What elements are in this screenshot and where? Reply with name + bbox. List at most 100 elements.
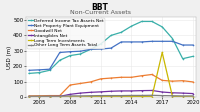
Deferred Income Tax Assets Net xyxy=(161,26,163,28)
Other Long Term Assets Total xyxy=(89,95,92,96)
Deferred Income Tax Assets Net xyxy=(120,32,122,33)
Deferred Income Tax Assets Net xyxy=(192,56,194,57)
Deferred Income Tax Assets Net xyxy=(100,43,102,45)
Deferred Income Tax Assets Net xyxy=(141,21,143,22)
Net Property Plant Equipment xyxy=(120,41,122,43)
Net Property Plant Equipment xyxy=(171,41,174,42)
Deferred Income Tax Assets Net xyxy=(79,53,81,55)
Line: Intangibles Net: Intangibles Net xyxy=(28,90,194,98)
Net Property Plant Equipment xyxy=(141,41,143,43)
Other Long Term Assets Total xyxy=(181,95,184,97)
Line: Long Term Investments: Long Term Investments xyxy=(28,52,194,98)
Intangibles Net xyxy=(48,96,51,97)
Goodwill Net xyxy=(100,78,102,80)
Goodwill Net xyxy=(181,80,184,81)
Intangibles Net xyxy=(89,92,92,93)
Intangibles Net xyxy=(181,92,184,94)
Goodwill Net xyxy=(110,77,112,79)
Net Property Plant Equipment xyxy=(161,41,163,42)
Text: Non-Current Assets: Non-Current Assets xyxy=(70,10,130,15)
Deferred Income Tax Assets Net xyxy=(59,60,61,61)
Net Property Plant Equipment xyxy=(28,70,30,71)
Other Long Term Assets Total xyxy=(110,95,112,96)
Intangibles Net xyxy=(192,93,194,94)
Net Property Plant Equipment xyxy=(79,51,81,52)
Other Long Term Assets Total xyxy=(161,95,163,96)
Other Long Term Assets Total xyxy=(100,95,102,96)
Deferred Income Tax Assets Net xyxy=(69,55,71,56)
Net Property Plant Equipment xyxy=(69,51,71,52)
Intangibles Net xyxy=(100,91,102,93)
Intangibles Net xyxy=(28,96,30,97)
Net Property Plant Equipment xyxy=(181,44,184,46)
Intangibles Net xyxy=(79,92,81,94)
Long Term Investments xyxy=(141,96,143,97)
Other Long Term Assets Total xyxy=(69,95,71,97)
Line: Net Property Plant Equipment: Net Property Plant Equipment xyxy=(28,40,194,71)
Other Long Term Assets Total xyxy=(192,95,194,97)
Intangibles Net xyxy=(38,96,41,97)
Other Long Term Assets Total xyxy=(48,96,51,97)
Intangibles Net xyxy=(120,90,122,92)
Other Long Term Assets Total xyxy=(130,95,133,96)
Net Property Plant Equipment xyxy=(192,44,194,46)
Intangibles Net xyxy=(69,94,71,95)
Goodwill Net xyxy=(130,77,133,78)
Long Term Investments xyxy=(69,96,71,97)
Deferred Income Tax Assets Net xyxy=(130,25,133,27)
Line: Deferred Income Tax Assets Net: Deferred Income Tax Assets Net xyxy=(28,21,194,74)
Long Term Investments xyxy=(192,96,194,97)
Line: Goodwill Net: Goodwill Net xyxy=(28,74,194,97)
Other Long Term Assets Total xyxy=(141,95,143,96)
Intangibles Net xyxy=(161,91,163,93)
Long Term Investments xyxy=(151,96,153,97)
Long Term Investments xyxy=(59,96,61,98)
Net Property Plant Equipment xyxy=(151,41,153,42)
Long Term Investments xyxy=(120,96,122,97)
Long Term Investments xyxy=(130,96,133,97)
Long Term Investments xyxy=(181,96,184,97)
Goodwill Net xyxy=(120,77,122,78)
Goodwill Net xyxy=(38,95,41,96)
Goodwill Net xyxy=(161,80,163,81)
Net Property Plant Equipment xyxy=(100,48,102,50)
Long Term Investments xyxy=(89,96,92,97)
Other Long Term Assets Total xyxy=(171,95,174,96)
Net Property Plant Equipment xyxy=(130,41,133,43)
Goodwill Net xyxy=(89,81,92,83)
Deferred Income Tax Assets Net xyxy=(89,49,92,50)
Deferred Income Tax Assets Net xyxy=(181,58,184,59)
Goodwill Net xyxy=(48,95,51,96)
Long Term Investments xyxy=(79,96,81,97)
Long Term Investments xyxy=(48,96,51,98)
Net Property Plant Equipment xyxy=(48,69,51,70)
Goodwill Net xyxy=(192,81,194,83)
Goodwill Net xyxy=(79,83,81,84)
Goodwill Net xyxy=(28,95,30,97)
Goodwill Net xyxy=(151,74,153,75)
Net Property Plant Equipment xyxy=(110,47,112,49)
Long Term Investments xyxy=(171,96,174,97)
Intangibles Net xyxy=(130,90,133,92)
Deferred Income Tax Assets Net xyxy=(110,35,112,36)
Goodwill Net xyxy=(171,81,174,82)
Net Property Plant Equipment xyxy=(38,69,41,71)
Net Property Plant Equipment xyxy=(59,52,61,53)
Goodwill Net xyxy=(59,95,61,96)
Goodwill Net xyxy=(69,84,71,86)
Deferred Income Tax Assets Net xyxy=(38,72,41,73)
Other Long Term Assets Total xyxy=(120,95,122,96)
Intangibles Net xyxy=(110,91,112,92)
Deferred Income Tax Assets Net xyxy=(171,38,174,39)
Deferred Income Tax Assets Net xyxy=(28,73,30,74)
Y-axis label: USD (m): USD (m) xyxy=(7,45,12,69)
Deferred Income Tax Assets Net xyxy=(151,21,153,22)
Legend: Deferred Income Tax Assets Net, Net Property Plant Equipment, Goodwill Net, Inta: Deferred Income Tax Assets Net, Net Prop… xyxy=(27,18,105,49)
Intangibles Net xyxy=(59,96,61,97)
Other Long Term Assets Total xyxy=(38,96,41,97)
Goodwill Net xyxy=(141,75,143,76)
Net Property Plant Equipment xyxy=(89,49,92,50)
Intangibles Net xyxy=(151,90,153,91)
Deferred Income Tax Assets Net xyxy=(48,70,51,71)
Long Term Investments xyxy=(100,96,102,97)
